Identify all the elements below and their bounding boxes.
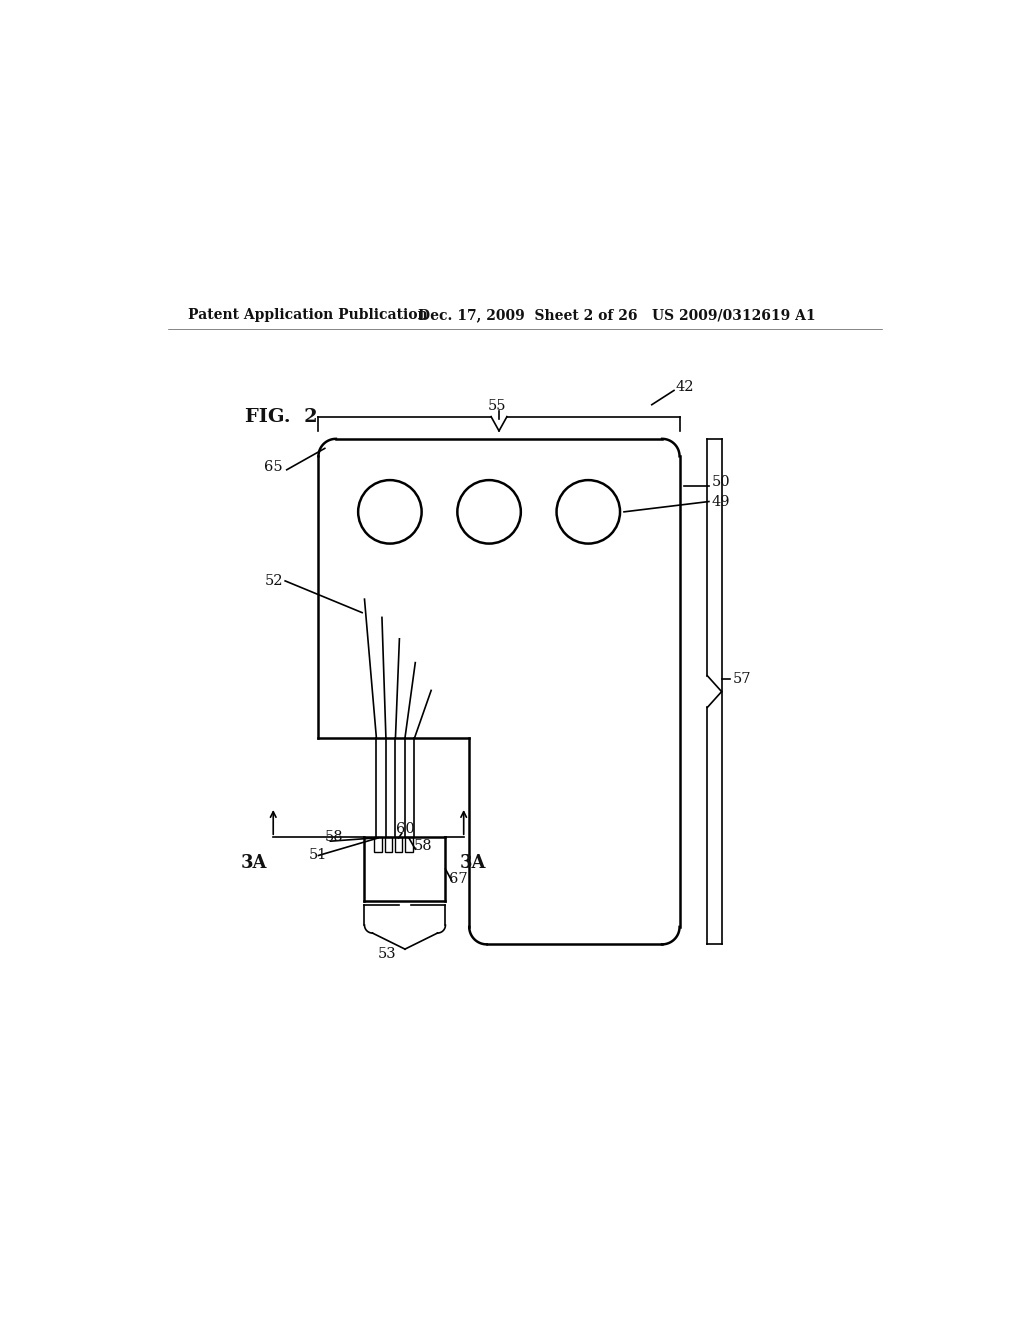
Text: 3A: 3A	[241, 854, 267, 873]
Text: 42: 42	[676, 380, 694, 395]
Text: 53: 53	[378, 946, 396, 961]
Text: 50: 50	[712, 475, 730, 490]
Text: 58: 58	[414, 840, 432, 853]
Text: 49: 49	[712, 495, 730, 508]
Text: 67: 67	[450, 873, 468, 886]
Text: 57: 57	[733, 672, 752, 685]
Text: US 2009/0312619 A1: US 2009/0312619 A1	[652, 308, 815, 322]
Text: 65: 65	[264, 459, 283, 474]
Bar	[375, 837, 382, 851]
Text: 60: 60	[396, 822, 415, 837]
Text: 3A: 3A	[460, 854, 486, 873]
Text: 52: 52	[264, 574, 283, 587]
Text: 58: 58	[325, 830, 343, 845]
Bar	[385, 837, 392, 851]
Text: Dec. 17, 2009  Sheet 2 of 26: Dec. 17, 2009 Sheet 2 of 26	[418, 308, 637, 322]
Text: FIG.  2: FIG. 2	[246, 408, 318, 425]
Text: Patent Application Publication: Patent Application Publication	[187, 308, 427, 322]
Text: 55: 55	[487, 399, 506, 413]
Text: 51: 51	[309, 849, 328, 862]
Bar	[395, 837, 402, 851]
Bar	[406, 837, 413, 851]
